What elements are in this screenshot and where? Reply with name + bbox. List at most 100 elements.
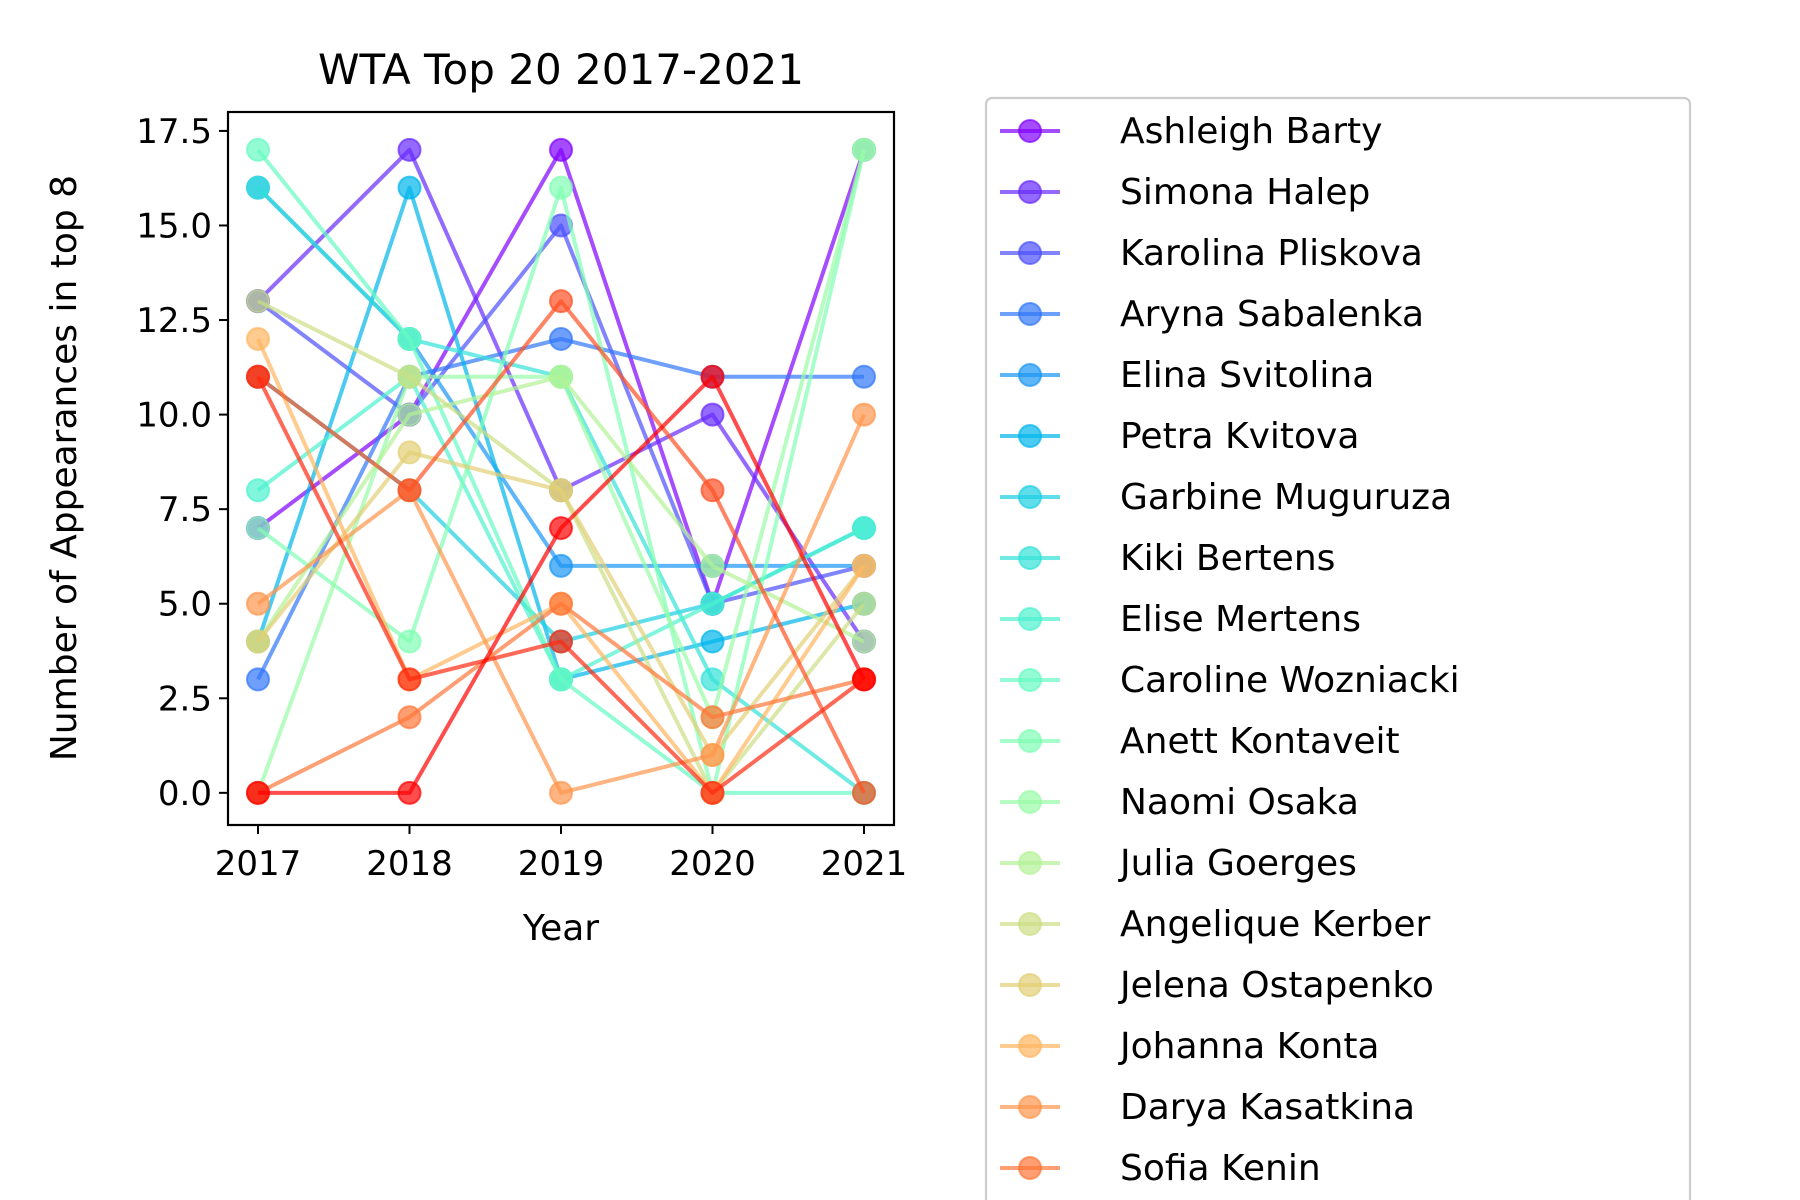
series-point bbox=[246, 175, 270, 200]
series-point bbox=[549, 478, 573, 503]
legend-swatch-marker bbox=[1018, 424, 1042, 448]
series-point bbox=[246, 516, 270, 541]
y-tick-label: 12.5 bbox=[136, 301, 212, 341]
series-point bbox=[549, 553, 573, 578]
series-point bbox=[246, 137, 270, 162]
x-tick-label: 2019 bbox=[518, 844, 605, 884]
series-point bbox=[549, 780, 573, 805]
x-tick-label: 2021 bbox=[821, 844, 908, 884]
y-tick-label: 10.0 bbox=[136, 396, 212, 436]
series-line bbox=[246, 137, 876, 805]
y-tick-label: 0.0 bbox=[158, 774, 212, 814]
y-axis-label: Number of Appearances in top 8 bbox=[44, 175, 85, 761]
series-point bbox=[397, 629, 422, 654]
series-line bbox=[246, 289, 876, 805]
legend: Ashleigh Barty Simona Halep Karolina Plisk… bbox=[984, 96, 1692, 1200]
legend-swatch-marker bbox=[1018, 546, 1042, 570]
legend-swatch-marker bbox=[1018, 851, 1042, 875]
legend-item: Aryna Sabalenka bbox=[1000, 294, 1424, 335]
legend-label: Julia Goerges bbox=[1118, 843, 1357, 884]
series-point bbox=[397, 705, 422, 730]
series-path bbox=[256, 148, 864, 795]
series-point bbox=[397, 402, 422, 427]
legend-label: Caroline Wozniacki bbox=[1120, 660, 1460, 701]
legend-label: Kiki Bertens bbox=[1120, 538, 1335, 579]
legend-item: Anett Kontaveit bbox=[1000, 721, 1400, 762]
legend-swatch-marker bbox=[1018, 912, 1042, 936]
series-line bbox=[246, 402, 876, 805]
legend-item: Garbine Muguruza bbox=[1000, 477, 1452, 518]
series-point bbox=[549, 137, 573, 162]
series-point bbox=[852, 629, 876, 654]
legend-item: Simona Halep bbox=[1000, 172, 1370, 213]
series-point bbox=[852, 667, 876, 692]
series-point bbox=[549, 629, 573, 654]
legend-swatch-marker bbox=[1018, 180, 1042, 204]
series-point bbox=[397, 667, 422, 692]
series-path bbox=[256, 149, 866, 794]
series-point bbox=[852, 364, 876, 389]
series-point bbox=[549, 326, 573, 351]
legend-swatch-marker bbox=[1018, 1034, 1042, 1058]
legend-swatch-marker bbox=[1018, 302, 1042, 326]
series-point bbox=[246, 591, 270, 616]
y-axis-ticks: 0.0 2.5 5.0 7.5 10.0 12.5 15.0 17.5 bbox=[136, 112, 228, 814]
legend-swatch-marker bbox=[1018, 607, 1042, 631]
series-point bbox=[397, 440, 422, 465]
series-point bbox=[700, 553, 725, 578]
legend-label: Petra Kvitova bbox=[1120, 416, 1359, 457]
legend-swatch-marker bbox=[1018, 485, 1042, 509]
series-point bbox=[397, 175, 422, 200]
y-tick-label: 5.0 bbox=[158, 585, 212, 625]
series-point bbox=[246, 780, 270, 805]
legend-swatch-marker bbox=[1018, 363, 1042, 387]
series-line bbox=[246, 364, 876, 805]
series-point bbox=[397, 780, 422, 805]
chart-title: WTA Top 20 2017-2021 bbox=[318, 45, 804, 94]
series-point bbox=[246, 289, 270, 314]
legend-label: Anett Kontaveit bbox=[1120, 721, 1400, 762]
legend-swatch-marker bbox=[1018, 668, 1042, 692]
legend-label: Simona Halep bbox=[1120, 172, 1370, 213]
x-axis-ticks: 2017 2018 2019 2020 2021 bbox=[215, 825, 908, 884]
series-path bbox=[256, 149, 866, 795]
legend-item: Elise Mertens bbox=[1000, 599, 1361, 640]
series-point bbox=[852, 780, 876, 805]
series-point bbox=[852, 553, 876, 578]
legend-item: Caroline Wozniacki bbox=[1000, 660, 1460, 701]
legend-label: Aryna Sabalenka bbox=[1120, 294, 1424, 335]
legend-label: Johanna Konta bbox=[1118, 1026, 1380, 1067]
series-point bbox=[549, 289, 573, 314]
legend-label: Garbine Muguruza bbox=[1120, 477, 1452, 518]
series-point bbox=[852, 591, 876, 616]
series-point bbox=[397, 326, 422, 351]
legend-frame bbox=[984, 96, 1692, 1200]
series-point bbox=[700, 629, 725, 654]
series-point bbox=[700, 780, 725, 805]
series-point bbox=[246, 667, 270, 692]
legend-item: Johanna Konta bbox=[1000, 1026, 1380, 1067]
series-point bbox=[549, 591, 573, 616]
series-point bbox=[246, 364, 270, 389]
y-tick-label: 17.5 bbox=[136, 112, 212, 152]
y-tick-label: 15.0 bbox=[136, 206, 212, 246]
series-point bbox=[549, 175, 573, 200]
legend-label: Elina Svitolina bbox=[1120, 355, 1374, 396]
plot-series bbox=[246, 137, 876, 805]
series-point bbox=[852, 137, 876, 162]
legend-item: Sofia Kenin bbox=[1000, 1148, 1321, 1189]
legend-label: Karolina Pliskova bbox=[1120, 233, 1423, 274]
legend-swatch-marker bbox=[1018, 1095, 1042, 1119]
series-point bbox=[700, 364, 725, 389]
series-line bbox=[246, 137, 876, 805]
legend-item: Karolina Pliskova bbox=[1000, 233, 1423, 274]
series-point bbox=[397, 137, 422, 162]
legend-label: Sofia Kenin bbox=[1120, 1148, 1321, 1189]
legend-label: Darya Kasatkina bbox=[1120, 1087, 1415, 1128]
x-tick-label: 2020 bbox=[669, 844, 756, 884]
legend-item: Kiki Bertens bbox=[1000, 538, 1335, 579]
legend-item: Jelena Ostapenko bbox=[1000, 965, 1434, 1006]
series-point bbox=[549, 667, 573, 692]
series-point bbox=[852, 516, 876, 541]
